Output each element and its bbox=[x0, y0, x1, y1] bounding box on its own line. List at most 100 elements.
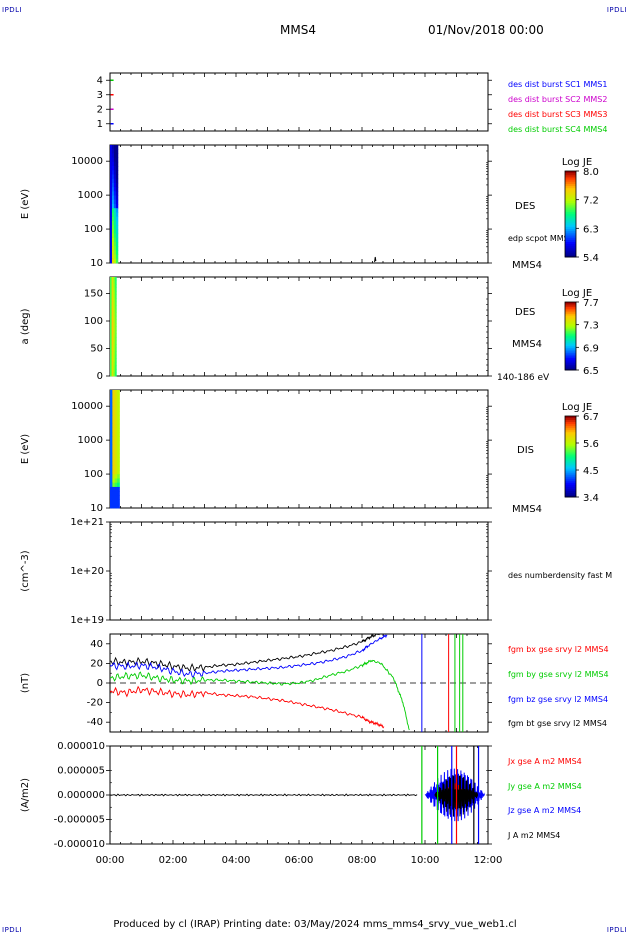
pitch-angle-panel-pixel bbox=[111, 333, 114, 338]
des-energy-panel-ytick-label: 100 bbox=[84, 224, 103, 235]
dis-energy-colorbar-bar-cell bbox=[565, 448, 576, 451]
pitch-angle-colorbar-bar-cell bbox=[565, 327, 576, 330]
des-energy-panel-pixel bbox=[111, 254, 115, 260]
pitch-angle-colorbar-bar-cell bbox=[565, 347, 576, 351]
pitch-angle-colorbar-bar-cell bbox=[565, 332, 576, 335]
pitch-angle-colorbar-tick-label: 7.3 bbox=[583, 321, 599, 332]
pitch-angle-colorbar-bar-cell bbox=[565, 324, 576, 327]
pitch-angle-panel-pixel bbox=[110, 351, 112, 356]
des-energy-panel-pixel bbox=[111, 170, 115, 175]
dis-energy-panel-ytick-label: 100 bbox=[84, 469, 103, 480]
des-energy-panel-pixel bbox=[113, 212, 117, 218]
dis-energy-panel-pixel bbox=[110, 449, 113, 454]
pitch-angle-colorbar-bar-cell bbox=[565, 341, 576, 344]
des-energy-panel-pixel bbox=[111, 178, 115, 184]
pitch-angle-panel-pixel bbox=[111, 301, 114, 306]
dis-energy-colorbar-bar-cell bbox=[565, 436, 576, 439]
dis-energy-colorbar-bar-cell bbox=[565, 446, 576, 449]
dis-energy-panel-pixel bbox=[112, 453, 116, 458]
magnetic-field-panel-ylabel: (nT) bbox=[20, 673, 31, 693]
des-energy-panel-pixel bbox=[110, 220, 113, 226]
spacecraft-title: MMS4 bbox=[280, 23, 316, 37]
dis-energy-panel-pixel bbox=[114, 427, 118, 433]
des-energy-panel-pixel bbox=[113, 237, 117, 243]
scpot-trace bbox=[374, 256, 377, 263]
des-energy-panel-pixel bbox=[113, 170, 117, 175]
pitch-angle-panel-pixel bbox=[113, 312, 116, 317]
dis-energy-panel-pixel bbox=[114, 402, 118, 408]
footer-text: Produced by cl (IRAP) Printing date: 03/… bbox=[113, 919, 517, 930]
time-axis-label: 00:00 bbox=[96, 855, 125, 866]
pitch-angle-panel-pixel bbox=[113, 337, 116, 342]
pitch-angle-colorbar-bar-cell bbox=[565, 351, 576, 354]
des-energy-colorbar-bar-cell bbox=[565, 209, 576, 213]
dis-energy-panel-pixel bbox=[110, 444, 113, 450]
dis-energy-panel-pixel bbox=[114, 499, 118, 505]
mag-legend-by: fgm by gse srvy l2 MMS4 bbox=[508, 670, 609, 679]
des-energy-colorbar-bar-cell bbox=[565, 175, 576, 178]
pitch-angle-panel-pixel bbox=[110, 291, 112, 296]
dis-energy-panel-pixel bbox=[117, 491, 120, 496]
des-energy-panel-pixel bbox=[113, 153, 117, 159]
pitch-angle-panel-pixel bbox=[111, 351, 114, 356]
density-panel-ylabel: (cm^-3) bbox=[20, 550, 31, 591]
pitch-angle-panel-pixel bbox=[110, 305, 112, 310]
dis-energy-panel-pixel bbox=[110, 478, 113, 484]
pitch-angle-panel-pixel bbox=[111, 319, 114, 324]
pitch-angle-panel-pixel bbox=[111, 365, 114, 370]
dis-energy-colorbar-bar-cell bbox=[565, 418, 576, 421]
pitch-angle-colorbar-bar-cell bbox=[565, 344, 576, 347]
des-energy-panel-pixel bbox=[110, 161, 113, 167]
dis-energy-panel-pixel bbox=[117, 457, 120, 463]
des-energy-panel-pixel bbox=[110, 233, 113, 239]
dis-energy-colorbar-tick-label: 3.4 bbox=[583, 493, 599, 504]
dis-energy-colorbar-bar-cell bbox=[565, 444, 576, 447]
availability-panel-ytick-label: 3 bbox=[97, 90, 103, 101]
dis-energy-panel-pixel bbox=[110, 415, 113, 420]
dis-energy-colorbar-bar-cell bbox=[565, 420, 576, 423]
des-energy-panel-pixel bbox=[110, 174, 113, 180]
des-energy-colorbar-bar-cell bbox=[565, 224, 576, 228]
des-energy-panel-ytick-label: 10 bbox=[90, 258, 103, 269]
dis-energy-panel-pixel bbox=[110, 390, 113, 395]
dis-energy-panel-pixel bbox=[110, 423, 113, 429]
dis-energy-panel-pixel bbox=[112, 398, 116, 404]
dis-energy-colorbar-bar-frame bbox=[564, 415, 577, 498]
pitch-angle-colorbar-bar-cell bbox=[565, 353, 576, 356]
des-energy-colorbar-bar-cell bbox=[565, 173, 576, 176]
des-energy-panel-pixel bbox=[113, 246, 117, 251]
dis-energy-panel-pixel bbox=[114, 457, 118, 463]
des-energy-colorbar-bar-cell bbox=[565, 250, 576, 254]
des-energy-panel-pixel bbox=[115, 246, 119, 251]
availability-panel bbox=[109, 72, 489, 132]
pitch-angle-panel-pixel bbox=[114, 294, 117, 299]
pitch-angle-panel-pixel bbox=[114, 368, 117, 373]
pitch-angle-panel-pixel bbox=[113, 291, 116, 296]
des-energy-colorbar-bar-cell bbox=[565, 222, 576, 226]
des-energy-panel-pixel bbox=[113, 157, 117, 163]
des-energy-panel-pixel bbox=[110, 246, 113, 251]
pitch-angle-colorbar-bar-cell bbox=[565, 302, 576, 305]
pitch-angle-panel-pixel bbox=[113, 322, 116, 327]
des-energy-panel-pixel bbox=[113, 174, 117, 180]
dis-energy-panel-ylabel: E (eV) bbox=[20, 434, 31, 464]
pitch-angle-panel-pixel bbox=[113, 365, 116, 370]
dis-energy-panel-pixel bbox=[114, 461, 118, 467]
dis-energy-panel-pixel bbox=[112, 432, 116, 437]
pitch-angle-panel-pixel bbox=[111, 315, 114, 320]
dis-energy-panel-pixel bbox=[110, 436, 113, 441]
des-energy-panel-pixel bbox=[113, 250, 117, 255]
pitch-angle-panel-pixel bbox=[113, 308, 116, 313]
dis-energy-panel-ytick-label: 10 bbox=[90, 503, 103, 514]
dis-energy-panel-pixel bbox=[114, 398, 118, 404]
des-energy-panel-pixel bbox=[110, 204, 113, 209]
des-energy-colorbar-bar-cell bbox=[565, 214, 576, 217]
pitch-angle-panel-pixel bbox=[113, 361, 116, 366]
des-energy-colorbar-bar-cell bbox=[565, 218, 576, 221]
dis-energy-panel-pixel bbox=[114, 423, 118, 429]
dis-energy-panel-pixel bbox=[117, 423, 120, 429]
dis-energy-panel-pixel bbox=[117, 470, 120, 475]
dis-energy-panel-pixel bbox=[110, 470, 113, 475]
dis-energy-panel-pixel bbox=[114, 474, 118, 479]
dis-energy-panel-label-mms4: MMS4 bbox=[512, 504, 542, 515]
